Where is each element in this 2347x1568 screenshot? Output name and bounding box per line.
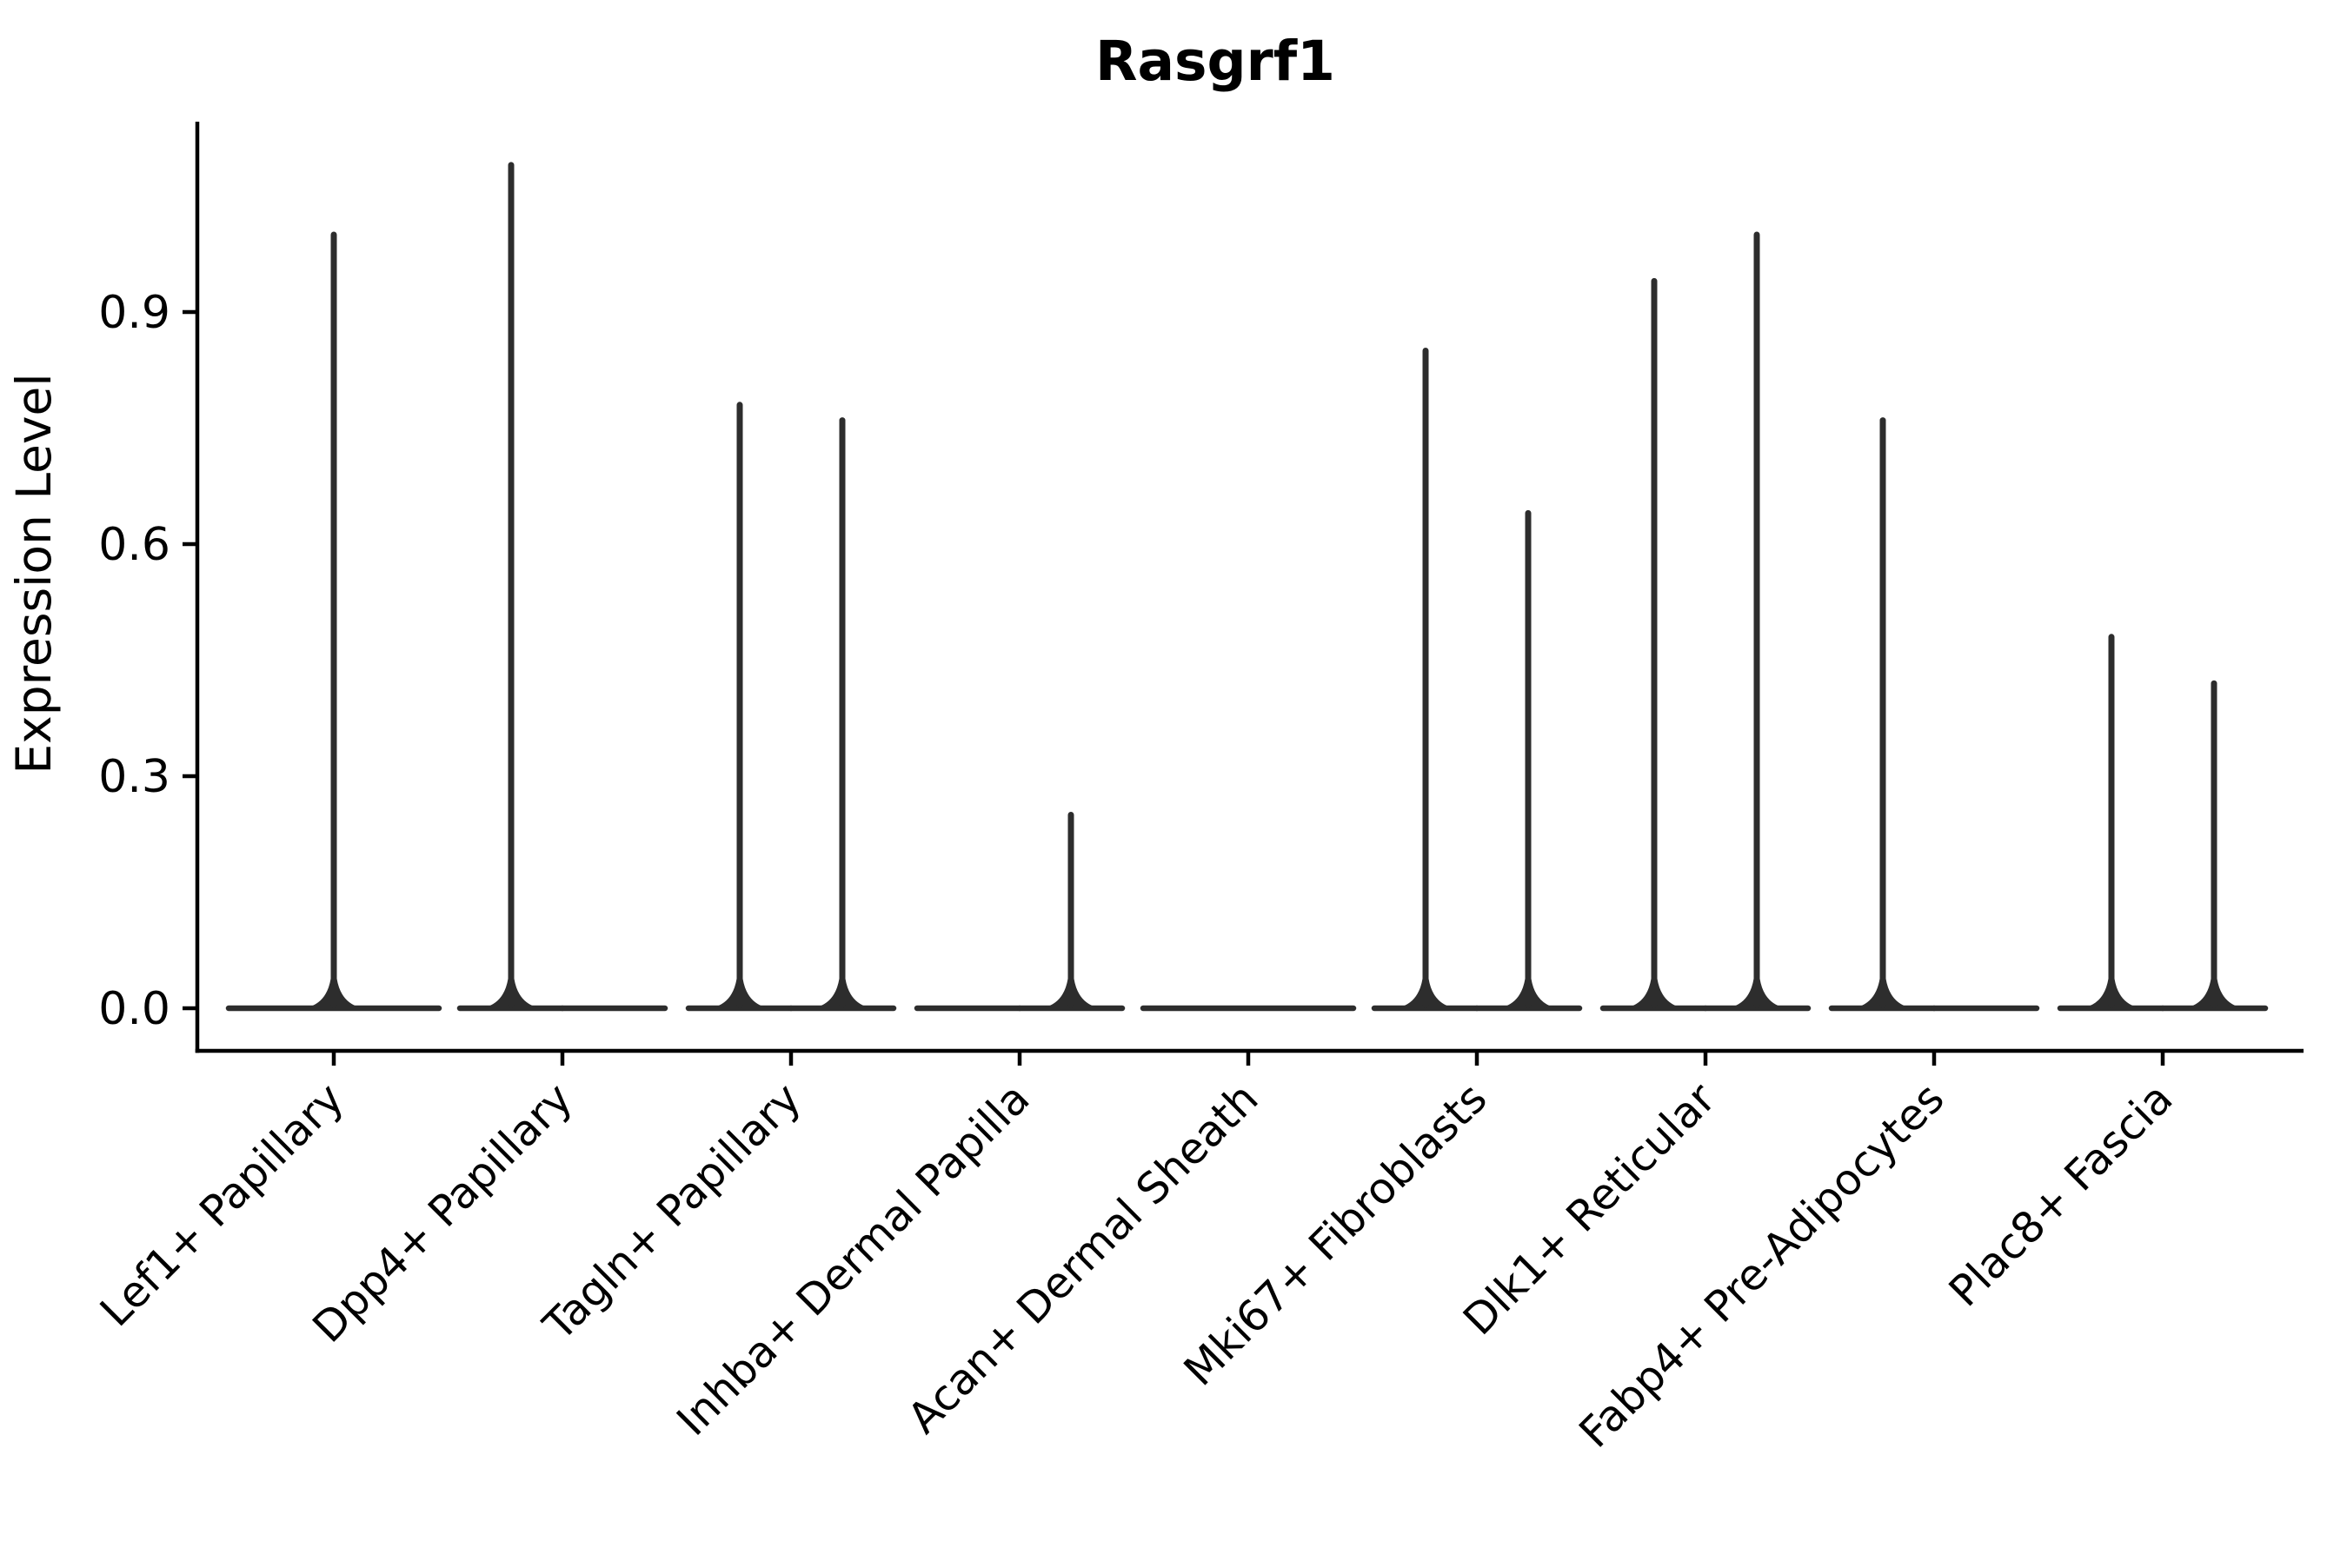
- x-tick-label: Lef1+ Papillary: [90, 1073, 353, 1336]
- y-tick-label: 0.9: [98, 287, 170, 339]
- y-tick-label: 0.6: [98, 519, 170, 571]
- x-tick-label: Fabp4+ Pre-Adipocytes: [1570, 1073, 1954, 1458]
- x-tick-label: Dlk1+ Reticular: [1454, 1073, 1726, 1345]
- y-tick-label: 0.3: [98, 751, 170, 803]
- y-axis-label: Expression Level: [6, 373, 62, 774]
- x-tick-label: Plac8+ Fascia: [1939, 1073, 2182, 1316]
- chart-title: Rasgrf1: [1095, 30, 1335, 93]
- violin-layer: [225, 162, 2269, 1012]
- y-tick-label: 0.0: [98, 983, 170, 1035]
